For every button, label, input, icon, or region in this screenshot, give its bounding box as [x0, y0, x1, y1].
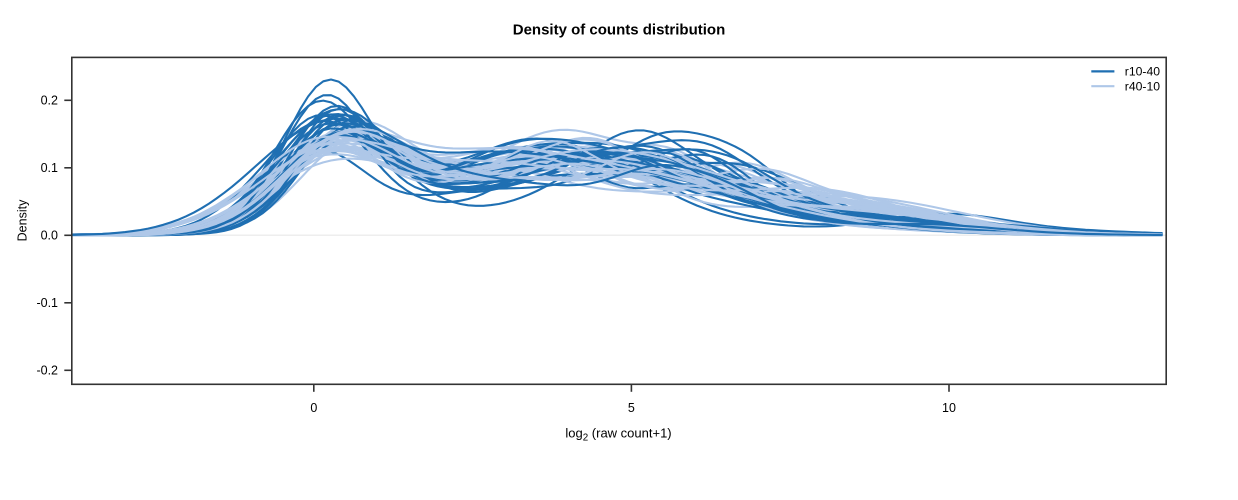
svg-text:0: 0 [310, 401, 317, 415]
svg-text:-0.2: -0.2 [36, 364, 58, 378]
svg-text:10: 10 [942, 401, 956, 415]
svg-text:log2 (raw count+1): log2 (raw count+1) [565, 426, 671, 444]
svg-text:Density: Density [16, 199, 30, 241]
svg-text:r10-40: r10-40 [1125, 65, 1160, 79]
svg-text:5: 5 [628, 401, 635, 415]
svg-text:0.1: 0.1 [41, 161, 58, 175]
svg-text:r40-10: r40-10 [1125, 80, 1160, 94]
svg-text:0.0: 0.0 [41, 229, 58, 243]
svg-text:0.2: 0.2 [41, 94, 58, 108]
svg-text:-0.1: -0.1 [36, 296, 58, 310]
svg-text:Density of counts distribution: Density of counts distribution [513, 21, 726, 38]
